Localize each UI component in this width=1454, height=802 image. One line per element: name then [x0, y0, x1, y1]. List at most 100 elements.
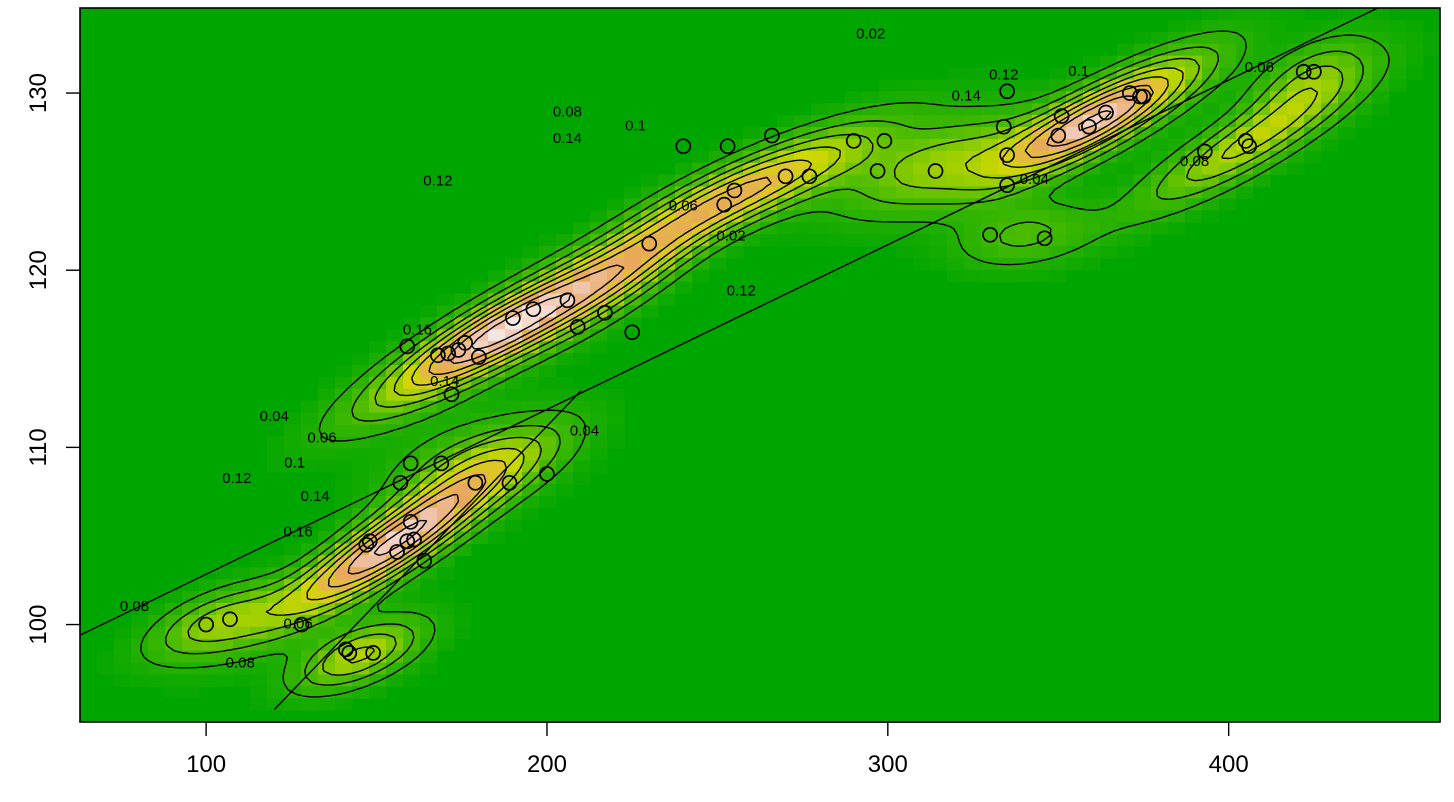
heat-cell	[1066, 186, 1084, 199]
heat-cell	[1168, 186, 1186, 199]
heat-cell	[420, 424, 438, 437]
heat-cell	[284, 436, 302, 449]
heat-cell	[1134, 127, 1152, 140]
heat-cell	[522, 317, 540, 330]
heat-cell	[1032, 269, 1050, 283]
heat-cell	[335, 365, 353, 378]
heat-cell	[1151, 186, 1169, 199]
data-point	[338, 641, 354, 658]
heat-cell	[233, 603, 251, 616]
data-point	[443, 386, 460, 403]
data-point	[569, 319, 586, 335]
heat-cell	[182, 614, 200, 628]
heat-cell	[624, 269, 642, 283]
heat-cell	[522, 448, 540, 461]
heat-cell	[1151, 115, 1169, 128]
heat-cell	[1185, 162, 1203, 176]
contour-label: 0.1	[1068, 63, 1089, 80]
heat-cell	[1202, 31, 1220, 45]
heat-cell	[641, 198, 659, 211]
heat-cell	[488, 317, 506, 330]
heat-cell	[386, 448, 404, 461]
heat-cell	[352, 353, 370, 366]
heat-cell	[981, 79, 999, 92]
heat-cell	[1355, 115, 1373, 128]
heat-cell	[1151, 222, 1169, 235]
heat-cell	[573, 460, 591, 473]
heat-cell	[998, 234, 1016, 247]
heat-cell	[1253, 55, 1271, 69]
heat-cell	[403, 436, 421, 449]
heat-cell	[947, 174, 965, 188]
heat-cell	[1219, 43, 1237, 57]
heat-cell	[114, 674, 132, 687]
data-points	[198, 63, 1322, 661]
heat-cell	[1202, 198, 1220, 211]
heat-cell	[692, 222, 710, 235]
heat-cell	[573, 305, 591, 318]
heat-cell	[947, 246, 965, 259]
heat-cell	[811, 127, 829, 140]
heat-cell	[1066, 198, 1084, 211]
heat-cell	[131, 614, 149, 628]
heat-cell	[505, 460, 523, 473]
heat-cell	[199, 674, 217, 687]
heat-cell	[318, 519, 336, 533]
heat-cell	[522, 365, 540, 378]
heat-cell	[199, 591, 217, 604]
heat-cell	[1270, 8, 1288, 21]
heat-cell	[335, 495, 353, 509]
heat-cell	[1168, 162, 1186, 176]
heat-cell	[879, 79, 897, 92]
heat-cell	[998, 269, 1016, 283]
data-point	[726, 182, 743, 199]
heat-cell	[1202, 19, 1220, 33]
heat-cell	[335, 424, 353, 437]
heat-cell	[199, 603, 217, 616]
heat-cell	[1253, 127, 1271, 140]
heat-cell	[131, 638, 149, 652]
heat-cell	[1338, 8, 1356, 21]
contour-label: 0.1	[625, 118, 646, 135]
heat-cell	[1151, 162, 1169, 176]
heat-cell	[1202, 174, 1220, 188]
heat-cell	[1134, 186, 1152, 199]
heat-cell	[420, 507, 438, 521]
heat-cell	[284, 662, 302, 675]
heat-cell	[879, 186, 897, 199]
heat-cell	[454, 305, 472, 318]
heat-cell	[369, 567, 387, 580]
heat-cell	[386, 531, 404, 545]
data-point	[416, 552, 433, 569]
heat-cell	[1355, 67, 1373, 80]
heat-cell	[896, 234, 914, 247]
heat-cell	[1321, 115, 1339, 128]
heat-cell	[794, 222, 812, 235]
heat-cell	[1066, 210, 1084, 223]
data-point	[982, 226, 998, 243]
heat-cell	[539, 424, 557, 437]
heat-cell	[1219, 138, 1237, 152]
heat-cell	[369, 626, 387, 640]
data-point	[525, 301, 542, 318]
heat-cell	[1083, 210, 1101, 223]
heat-cell	[1389, 43, 1407, 57]
heat-cell	[131, 650, 149, 664]
heat-cell	[998, 103, 1016, 116]
data-point	[1050, 127, 1067, 144]
heat-cell	[1151, 198, 1169, 211]
heat-cell	[471, 281, 489, 295]
heat-cell	[301, 424, 319, 437]
heat-cell	[1372, 67, 1390, 80]
heat-cell	[488, 388, 506, 402]
heat-cell	[692, 174, 710, 188]
heat-cell	[981, 257, 999, 271]
heat-cell	[556, 281, 574, 295]
heat-cell	[352, 484, 370, 497]
heat-cell	[454, 424, 472, 437]
heat-cell	[318, 424, 336, 437]
heat-cell	[1185, 43, 1203, 57]
heat-cell	[1185, 103, 1203, 116]
heat-cell	[1372, 55, 1390, 69]
heat-cell	[998, 138, 1016, 152]
